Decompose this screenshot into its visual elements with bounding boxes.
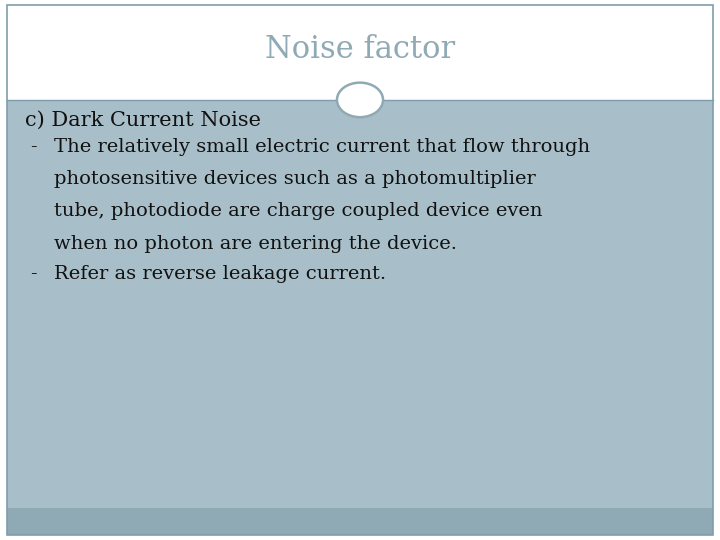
Text: c) Dark Current Noise: c) Dark Current Noise (25, 111, 261, 130)
Text: tube, photodiode are charge coupled device even: tube, photodiode are charge coupled devi… (54, 202, 542, 220)
Text: Refer as reverse leakage current.: Refer as reverse leakage current. (54, 265, 386, 282)
Text: The relatively small electric current that flow through: The relatively small electric current th… (54, 138, 590, 156)
Text: -: - (30, 265, 37, 282)
Text: Noise factor: Noise factor (265, 35, 455, 65)
Text: when no photon are entering the device.: when no photon are entering the device. (54, 235, 457, 253)
Text: -: - (30, 138, 37, 156)
Text: photosensitive devices such as a photomultiplier: photosensitive devices such as a photomu… (54, 170, 536, 188)
